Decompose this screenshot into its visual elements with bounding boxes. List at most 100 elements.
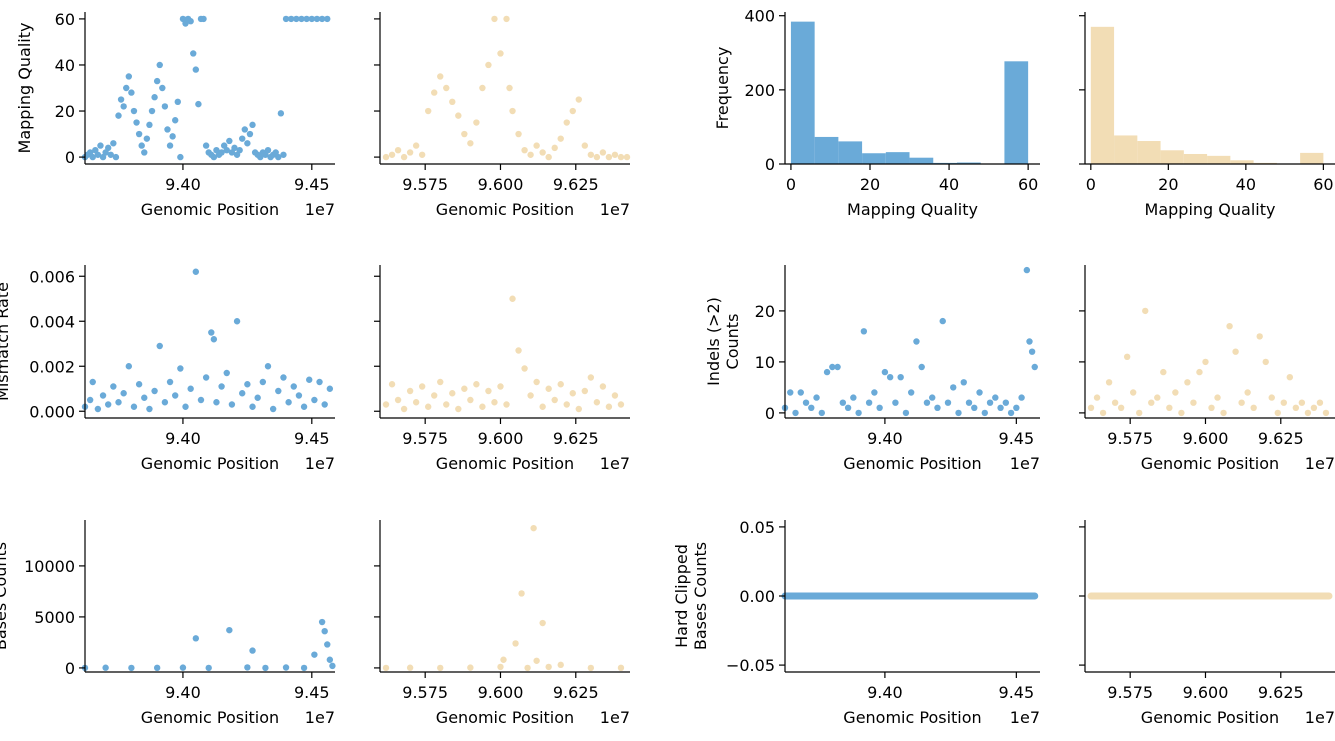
scatter-point xyxy=(89,378,96,386)
scatter-point xyxy=(311,396,318,404)
y-tick-label: 0 xyxy=(65,659,75,678)
scatter-point xyxy=(533,657,540,664)
scatter-point xyxy=(461,130,468,138)
scatter-point xyxy=(437,378,444,386)
y-axis-label: Bases Counts xyxy=(691,542,710,650)
scatter-point xyxy=(316,378,323,386)
scatter-point xyxy=(388,151,396,158)
scatter-point xyxy=(960,379,967,386)
scatter-point xyxy=(388,381,396,388)
scatter-point xyxy=(902,409,910,417)
scatter-point xyxy=(797,389,804,396)
scatter-point xyxy=(86,396,94,404)
scatter-point xyxy=(169,133,176,140)
scatter-point xyxy=(192,66,200,73)
scatter-point xyxy=(236,146,243,154)
scatter-point xyxy=(123,84,130,92)
scatter-point xyxy=(94,405,102,413)
x-offset-label: 1e7 xyxy=(1305,454,1335,473)
scatter-point xyxy=(329,662,336,670)
scatter-point xyxy=(533,378,540,386)
scatter-point xyxy=(1123,353,1131,360)
scatter-point xyxy=(623,153,631,161)
scatter-point xyxy=(99,392,107,399)
scatter-point xyxy=(226,137,233,145)
scatter-point xyxy=(313,15,321,23)
histogram-bar xyxy=(909,157,934,164)
scatter-point xyxy=(823,368,831,376)
scatter-point xyxy=(321,401,328,408)
scatter-point xyxy=(860,328,868,335)
scatter-point xyxy=(509,295,516,302)
x-tick-label: 9.600 xyxy=(478,175,524,194)
scatter-point xyxy=(177,365,184,372)
histogram-bar xyxy=(1090,26,1115,164)
scatter-point xyxy=(834,363,841,371)
scatter-point xyxy=(1274,409,1281,417)
scatter-point xyxy=(104,401,112,408)
histogram-bar xyxy=(1004,61,1029,165)
scatter-point xyxy=(437,73,444,80)
scatter-point xyxy=(120,103,127,110)
scatter-point xyxy=(130,107,138,115)
scatter-point xyxy=(300,403,308,410)
scatter-point xyxy=(1202,358,1209,366)
scatter-point xyxy=(976,389,983,396)
scatter-point xyxy=(125,73,133,80)
scatter-point xyxy=(249,121,256,129)
scatter-point xyxy=(500,656,507,663)
panel-hard-pos-a: −0.05 0.00 0.05 9.40 9.45 Genomic Position 1e7… xyxy=(672,518,1040,727)
scatter-point xyxy=(1226,323,1233,330)
scatter-point xyxy=(192,635,200,642)
scatter-point xyxy=(318,618,326,626)
scatter-point xyxy=(192,268,200,275)
scatter-point xyxy=(1129,389,1137,396)
scatter-point xyxy=(249,403,256,410)
y-axis-label: Mismatch Rate xyxy=(0,282,12,401)
scatter-point xyxy=(326,656,334,663)
histogram-bar xyxy=(790,21,815,165)
scatter-point xyxy=(431,392,438,399)
scatter-point xyxy=(605,153,613,161)
scatter-point xyxy=(1111,399,1119,406)
scatter-point xyxy=(539,149,546,156)
scatter-point xyxy=(557,661,564,669)
x-offset-label: 1e7 xyxy=(600,454,630,473)
y-tick-label: 0.002 xyxy=(29,357,75,376)
scatter-point xyxy=(324,15,331,23)
scatter-point xyxy=(156,342,163,350)
scatter-point xyxy=(210,153,218,161)
scatter-point xyxy=(226,626,233,634)
x-tick-label: 9.45 xyxy=(999,683,1035,702)
scatter-point xyxy=(455,112,462,119)
x-tick-label: 9.45 xyxy=(294,175,330,194)
x-axis-label: Mapping Quality xyxy=(1145,200,1276,219)
scatter-point xyxy=(190,50,197,57)
scatter-point xyxy=(485,387,492,395)
x-offset-label: 1e7 xyxy=(1010,454,1040,473)
x-tick-label: 9.600 xyxy=(1183,683,1229,702)
scatter-point xyxy=(128,664,135,672)
scatter-point xyxy=(151,387,158,395)
scatter-point xyxy=(473,119,480,126)
scatter-point xyxy=(1166,404,1173,411)
scatter-point xyxy=(205,664,212,672)
scatter-point xyxy=(575,96,582,103)
scatter-point xyxy=(855,409,862,417)
scatter-point xyxy=(1154,394,1161,401)
scatter-point xyxy=(308,15,316,23)
scatter-point xyxy=(159,84,166,92)
scatter-point xyxy=(818,409,826,417)
scatter-point xyxy=(1238,399,1245,406)
scatter-point xyxy=(443,401,450,408)
scatter-point xyxy=(143,135,151,142)
y-axis-label: Counts xyxy=(723,314,742,370)
scatter-point xyxy=(515,130,522,138)
scatter-point xyxy=(581,142,589,149)
scatter-point xyxy=(223,146,230,154)
scatter-point xyxy=(1262,358,1269,366)
scatter-point xyxy=(141,149,148,156)
scatter-point xyxy=(1196,368,1203,376)
y-tick-label: 400 xyxy=(744,7,775,26)
